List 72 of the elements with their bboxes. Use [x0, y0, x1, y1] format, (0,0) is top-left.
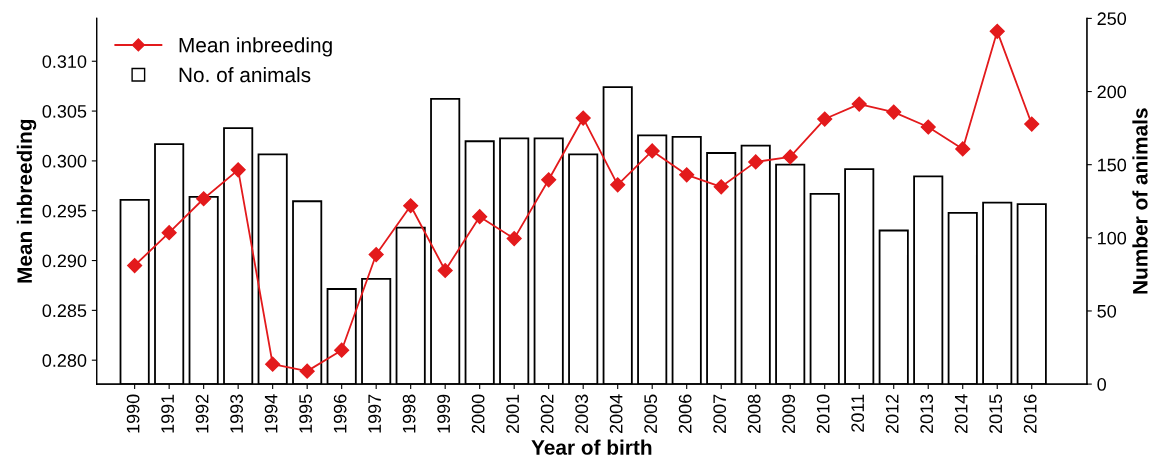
point [196, 191, 212, 207]
x-tick-label: 2003 [575, 394, 589, 434]
point [127, 257, 143, 274]
y-tick-label: 0.285 [42, 304, 87, 318]
y-tick-label: 0.290 [42, 254, 87, 268]
point [230, 162, 246, 178]
point [920, 119, 936, 135]
point [713, 179, 729, 195]
x-tick-label: 2004 [609, 394, 623, 434]
x-tick-label: 1992 [195, 394, 209, 433]
y2-tick-label: 100 [1098, 231, 1127, 245]
point [955, 141, 971, 157]
y2-tick-label: 250 [1097, 12, 1127, 26]
point [506, 231, 522, 247]
x-tick-label: 1995 [299, 394, 313, 433]
y2-tick-label: 50 [1097, 304, 1117, 318]
y-tick-label: 0.310 [42, 55, 87, 68]
point [748, 154, 764, 170]
y-axis-title: Mean inbreeding [16, 119, 37, 283]
y2-tick-label: 0 [1097, 378, 1106, 391]
point [161, 225, 177, 241]
point [886, 104, 902, 120]
x-tick-label: 2011 [851, 394, 865, 432]
point [610, 177, 626, 193]
point [1024, 116, 1040, 132]
x-tick-label: 1999 [437, 394, 451, 433]
legend-label: No. of animals [179, 66, 311, 83]
y-tick-label: 0.280 [42, 354, 87, 367]
point [644, 143, 660, 159]
x-tick-label: 2005 [644, 394, 658, 434]
x-tick-label: 2001 [506, 394, 520, 434]
point [679, 167, 695, 183]
point [403, 198, 419, 214]
x-tick-label: 2015 [989, 394, 1003, 434]
point [782, 149, 798, 165]
x-tick-label: 2016 [1023, 394, 1037, 434]
point [368, 246, 384, 263]
x-tick-label: 2010 [816, 394, 830, 434]
point [265, 356, 281, 372]
y-tick-label: 0.305 [42, 105, 87, 118]
y2-tick-label: 200 [1097, 85, 1127, 99]
x-tick-label: 1991 [161, 394, 174, 433]
point [472, 209, 488, 225]
x-tick-label: 1994 [264, 394, 278, 433]
point [575, 110, 591, 126]
x-tick-label: 1993 [230, 394, 244, 433]
point [334, 342, 350, 358]
x-tick-label: 2006 [678, 394, 692, 434]
x-tick-label: 2013 [920, 394, 934, 434]
x-tick-label: 1998 [402, 394, 416, 433]
point [437, 262, 453, 279]
y2-axis-title: Number of animals [1132, 108, 1148, 294]
x-tick-label: 1996 [333, 394, 347, 433]
x-tick-label: 2009 [782, 394, 796, 434]
x-tick-label: 2008 [747, 394, 761, 434]
point [299, 363, 315, 379]
x-tick-label: 1997 [368, 394, 382, 433]
point [817, 111, 833, 127]
x-axis-title: Year of birth [531, 439, 652, 455]
x-tick-label: 2002 [540, 394, 554, 434]
y-tick-label: 0.300 [42, 154, 87, 168]
x-tick-label: 2014 [954, 394, 968, 434]
point [541, 172, 557, 188]
point [989, 23, 1005, 39]
x-tick-label: 1990 [126, 394, 140, 433]
x-tick-label: 2007 [713, 394, 727, 434]
legend-label: Mean inbreeding [179, 37, 332, 57]
y2-tick-label: 150 [1098, 158, 1127, 172]
x-tick-label: 2012 [885, 394, 899, 434]
y-tick-label: 0.295 [42, 204, 87, 218]
point [851, 96, 867, 112]
x-tick-label: 2000 [471, 394, 485, 434]
